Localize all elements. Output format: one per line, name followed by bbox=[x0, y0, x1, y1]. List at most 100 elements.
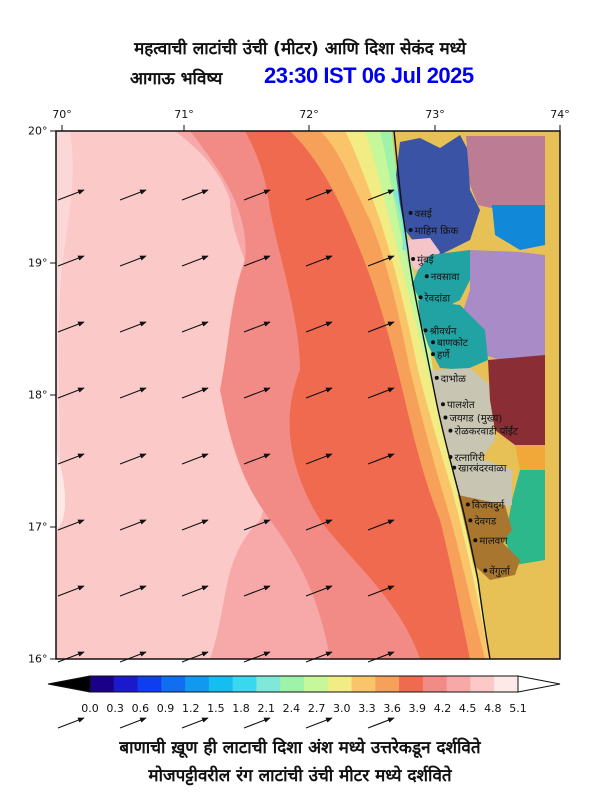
map-title-line2-prefix: आगाऊ भविष्य bbox=[130, 69, 223, 89]
map-title-line1: महत्वाची लाटांची उंची (मीटर) आणि दिशा से… bbox=[134, 39, 466, 59]
colorbar-label: 5.1 bbox=[509, 702, 527, 715]
colorbar-max-triangle bbox=[517, 675, 561, 693]
colorbar-swatch bbox=[399, 676, 424, 692]
direction-arrow bbox=[119, 387, 147, 399]
port-marker bbox=[431, 352, 436, 357]
direction-arrow bbox=[243, 321, 271, 333]
port-marker bbox=[448, 428, 453, 433]
colorbar-swatch bbox=[494, 676, 519, 692]
port-marker bbox=[423, 328, 428, 333]
port-label: खारबंदरवाळा bbox=[458, 463, 507, 475]
wave-direction-arrows bbox=[57, 189, 395, 729]
port-marker bbox=[411, 257, 416, 262]
direction-arrow bbox=[57, 321, 85, 333]
port-marker bbox=[483, 568, 488, 573]
direction-arrow bbox=[243, 651, 271, 663]
direction-arrow bbox=[119, 651, 147, 663]
direction-arrow bbox=[367, 585, 395, 597]
port-label: श्रीवर्धन bbox=[430, 325, 457, 337]
port-marker bbox=[443, 415, 448, 420]
frame-ticks bbox=[50, 125, 561, 660]
direction-arrow bbox=[119, 453, 147, 465]
direction-arrow bbox=[243, 717, 271, 729]
forecast-time: 23:30 IST 06 Jul 2025 bbox=[264, 63, 474, 88]
port-labels: वसई माहिम क्रिक मुंबई नवसावा रेवदांडा श्रीवर्… bbox=[408, 208, 519, 578]
direction-arrow bbox=[119, 717, 147, 729]
direction-arrow bbox=[367, 321, 395, 333]
lon-tick-70: 70° bbox=[52, 108, 72, 121]
lat-tick-19: 19° bbox=[28, 256, 48, 270]
direction-arrow bbox=[305, 651, 333, 663]
colorbar-swatch bbox=[446, 676, 471, 692]
direction-arrow bbox=[57, 453, 85, 465]
coastline bbox=[393, 130, 491, 660]
port-label: मालवण bbox=[479, 536, 508, 547]
port-label: देवगड bbox=[474, 515, 497, 527]
colorbar-swatch bbox=[351, 676, 376, 692]
port-marker bbox=[440, 402, 445, 407]
colorbar-label: 0.6 bbox=[131, 702, 150, 715]
land-mass bbox=[392, 131, 560, 659]
port-label: मुंबई bbox=[417, 254, 435, 266]
direction-arrow bbox=[305, 321, 333, 333]
port-label: रोळकरवाडी पॉईंट bbox=[454, 426, 518, 438]
direction-arrow bbox=[243, 387, 271, 399]
colorbar-label: 1.8 bbox=[232, 702, 250, 715]
port-marker bbox=[424, 274, 429, 279]
port-label: माहिम क्रिक bbox=[415, 225, 459, 237]
port-marker bbox=[408, 228, 413, 232]
colorbar-label: 3.0 bbox=[333, 702, 351, 715]
colorbar-label: 0.9 bbox=[156, 702, 175, 715]
colorbar-swatch bbox=[90, 676, 115, 692]
port-label: रत्नागिरी bbox=[454, 452, 485, 464]
direction-arrow bbox=[119, 255, 147, 267]
footer-line2: मोजपट्टीवरील रंग लाटांची उंची मीटर मध्ये… bbox=[148, 766, 452, 786]
colorbar-label: 2.7 bbox=[307, 702, 326, 715]
colorbar-label: 3.9 bbox=[408, 702, 427, 715]
lat-tick-17: 17° bbox=[28, 520, 48, 534]
port-label: दाभोळ bbox=[441, 373, 467, 385]
direction-arrow bbox=[119, 585, 147, 597]
direction-arrow bbox=[57, 387, 85, 399]
direction-arrow bbox=[181, 255, 209, 267]
direction-arrow bbox=[243, 453, 271, 465]
colorbar-label: 1.2 bbox=[181, 702, 200, 715]
direction-arrow bbox=[367, 651, 395, 663]
footer-line1: बाणाची ख़ूण ही लाटाची दिशा अंश मध्ये उत्… bbox=[119, 738, 481, 758]
colorbar-swatch bbox=[113, 676, 139, 692]
colorbar-swatch bbox=[232, 676, 257, 692]
port-label: पालशेत bbox=[447, 399, 475, 411]
port-label: जयगड (मुख्य) bbox=[449, 413, 502, 424]
lon-tick-72: 72° bbox=[299, 108, 319, 121]
direction-arrow bbox=[305, 585, 333, 597]
colorbar-label: 4.5 bbox=[458, 702, 477, 715]
direction-arrow bbox=[367, 519, 395, 531]
port-marker bbox=[452, 465, 457, 470]
direction-arrow bbox=[367, 453, 395, 465]
direction-arrow bbox=[181, 453, 209, 465]
colorbar-swatch bbox=[208, 676, 234, 692]
colorbar-label: 4.2 bbox=[433, 702, 452, 715]
direction-arrow bbox=[243, 519, 271, 531]
colorbar-swatch bbox=[280, 676, 305, 692]
colorbar-swatch bbox=[470, 676, 495, 692]
direction-arrow bbox=[367, 255, 395, 267]
direction-arrow bbox=[57, 717, 85, 729]
colorbar-swatch bbox=[256, 676, 281, 692]
colorbar-label: 0.0 bbox=[81, 702, 99, 715]
colorbar-label: 4.8 bbox=[484, 702, 502, 715]
port-label: वेंगुर्ला bbox=[489, 566, 511, 578]
lat-tick-18: 18° bbox=[28, 388, 48, 402]
colorbar-label: 2.4 bbox=[282, 702, 301, 715]
direction-arrow bbox=[57, 519, 85, 531]
direction-arrow bbox=[305, 189, 333, 201]
direction-arrow bbox=[181, 321, 209, 333]
direction-arrow bbox=[367, 387, 395, 399]
lon-tick-74: 74° bbox=[550, 108, 570, 121]
port-marker bbox=[473, 538, 478, 543]
direction-arrow bbox=[57, 585, 85, 597]
lat-tick-20: 20° bbox=[28, 124, 48, 138]
lat-tick-16: 16° bbox=[28, 652, 48, 666]
colorbar-outline bbox=[89, 675, 519, 693]
port-marker bbox=[418, 295, 423, 300]
